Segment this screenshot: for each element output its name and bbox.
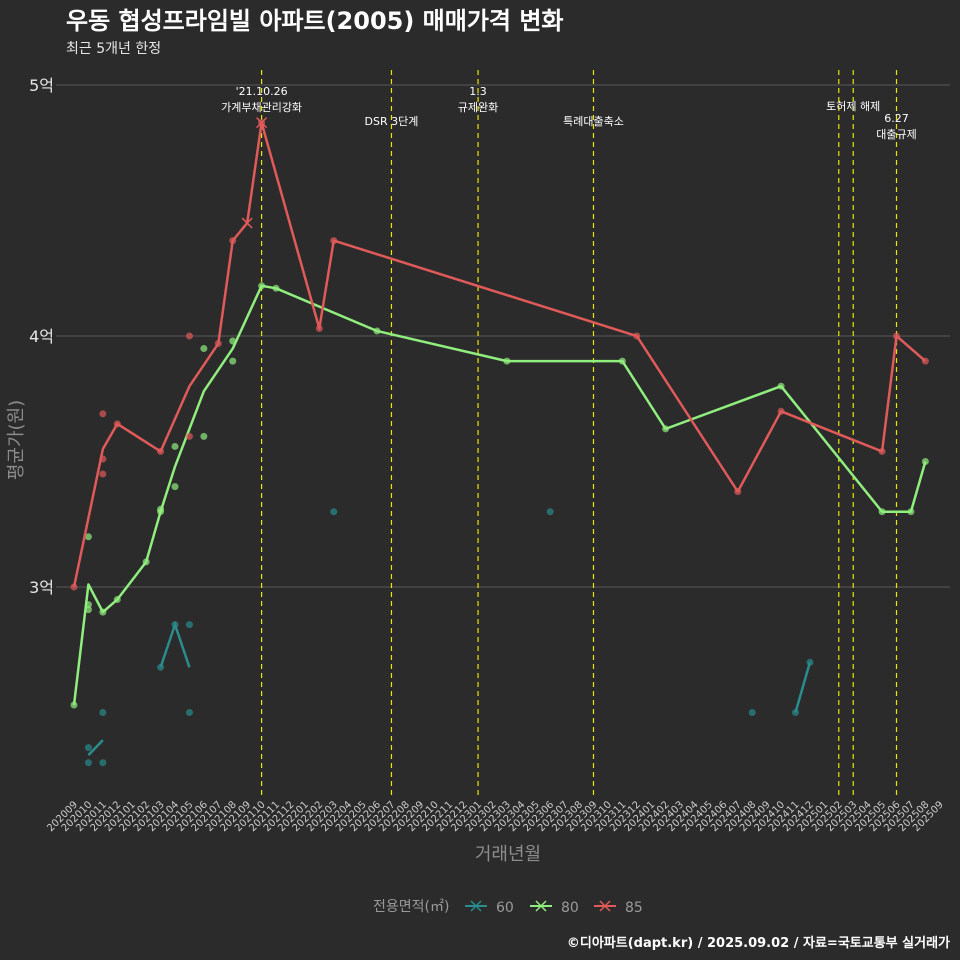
data-point	[806, 658, 814, 666]
data-point	[893, 332, 901, 340]
data-point	[330, 508, 338, 516]
data-point	[185, 332, 193, 340]
data-point	[330, 237, 338, 245]
data-point	[142, 558, 150, 566]
data-point	[200, 432, 208, 440]
x-marker	[256, 117, 268, 129]
data-point	[777, 407, 785, 415]
y-axis-ticks: 3억 4억 5억	[29, 76, 54, 597]
x-axis-title: 거래년월	[475, 844, 541, 865]
data-point	[157, 447, 165, 455]
y-tick-label: 3억	[29, 578, 54, 597]
policy-annotation: 특례대출축소	[563, 115, 624, 128]
series-80	[70, 282, 929, 709]
data-point	[229, 357, 237, 365]
data-point	[200, 345, 208, 353]
data-point	[99, 759, 107, 767]
data-point	[878, 447, 886, 455]
series-line	[794, 661, 812, 713]
data-point	[70, 583, 78, 591]
policy-lines	[260, 70, 898, 795]
data-point	[84, 601, 92, 609]
data-point	[546, 508, 554, 516]
data-point	[662, 425, 670, 433]
policy-annotation: 토허제 해제	[826, 99, 880, 113]
data-point	[878, 508, 886, 516]
policy-annotation: '21.10.26	[236, 85, 288, 98]
y-tick-label: 5억	[29, 76, 54, 95]
data-point	[157, 505, 165, 513]
data-point	[734, 488, 742, 496]
policy-annotation: DSR 3단계	[365, 115, 419, 128]
caption: ©디아파트(dapt.kr) / 2025.09.02 / 자료=국토교통부 실…	[567, 935, 950, 951]
legend-title: 전용면적(㎡)	[373, 899, 449, 915]
data-point	[157, 663, 165, 671]
x-axis-ticks: 2020092020102020112020122021012021022021…	[45, 799, 946, 834]
series-line	[72, 121, 927, 588]
data-point	[99, 470, 107, 478]
data-point	[113, 596, 121, 604]
chart-subtitle: 최근 5개년 한정	[66, 41, 161, 57]
policy-annotation: 6.27	[884, 112, 909, 125]
legend-key	[599, 900, 611, 912]
data-point	[373, 327, 381, 335]
data-point	[84, 744, 92, 752]
data-point	[84, 533, 92, 541]
legend-key	[470, 900, 482, 912]
data-point	[84, 606, 92, 614]
data-point	[185, 432, 193, 440]
chart-title: 우동 협성프라임빌 아파트(2005) 매매가격 변화	[66, 7, 564, 35]
data-point	[99, 608, 107, 616]
legend-label: 80	[561, 900, 579, 916]
policy-annotation: 규제완화	[458, 101, 498, 114]
legend-key	[535, 900, 547, 912]
x-marker	[241, 217, 253, 229]
series	[70, 117, 929, 767]
grid	[56, 84, 950, 588]
data-point	[99, 410, 107, 418]
series-60	[84, 508, 814, 767]
data-point	[185, 709, 193, 716]
data-point	[84, 759, 92, 767]
data-point	[185, 621, 193, 629]
data-point	[70, 701, 78, 709]
data-point	[633, 332, 641, 340]
series-line	[159, 620, 191, 668]
data-point	[503, 357, 511, 365]
series-line	[87, 739, 104, 757]
series-85	[70, 117, 929, 591]
data-point	[921, 357, 929, 365]
legend-label: 85	[625, 900, 643, 916]
data-point	[792, 709, 799, 716]
data-point	[99, 709, 107, 716]
data-point	[777, 382, 785, 390]
data-point	[748, 709, 756, 716]
data-point	[272, 284, 280, 292]
data-point	[618, 357, 626, 365]
data-point	[99, 455, 107, 463]
data-point	[171, 483, 179, 491]
data-point	[315, 324, 323, 332]
data-point	[229, 237, 237, 245]
data-point	[171, 442, 179, 450]
policy-annotation: 대출규제	[876, 128, 916, 141]
data-point	[907, 508, 915, 516]
data-point	[171, 621, 179, 629]
data-point	[258, 282, 266, 290]
legend-label: 60	[496, 900, 514, 916]
data-point	[113, 420, 121, 428]
data-point	[229, 337, 237, 345]
policy-annotation: 가계부채관리강화	[221, 101, 302, 114]
data-point	[921, 458, 929, 465]
data-point	[214, 340, 222, 348]
legend: 전용면적(㎡) 60 80 85	[373, 899, 643, 916]
y-tick-label: 4억	[29, 327, 54, 346]
policy-annotation: 1.3	[469, 85, 487, 98]
y-axis-title: 평균가(원)	[6, 400, 27, 480]
